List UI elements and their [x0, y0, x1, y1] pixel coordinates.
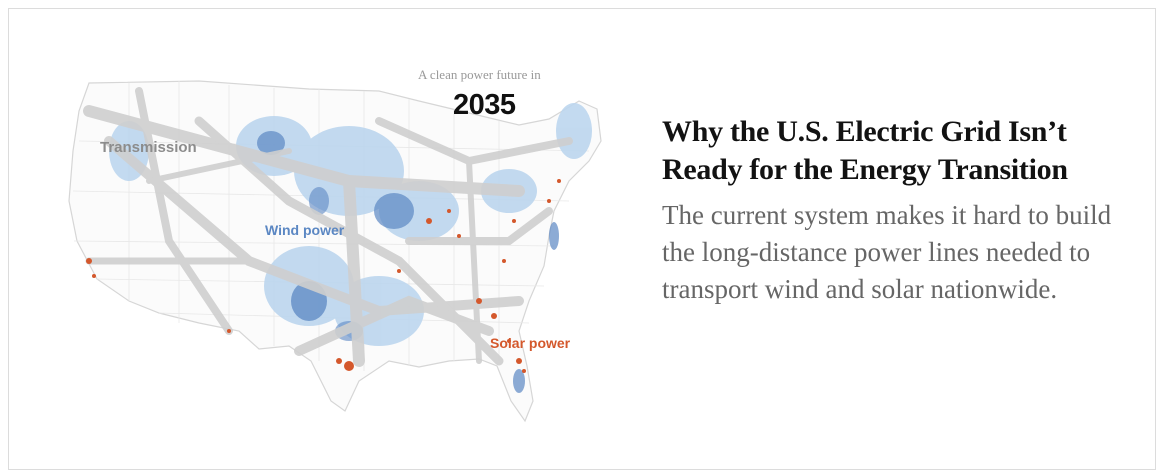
article-text: Why the U.S. Electric Grid Isn’t Ready f…: [662, 113, 1132, 308]
wind-dark-areas: [257, 131, 559, 393]
solar-areas: [86, 179, 561, 373]
map-caption-top: A clean power future in: [418, 67, 541, 82]
transmission-label: Transmission: [100, 139, 197, 156]
article-summary: The current system makes it hard to buil…: [662, 200, 1112, 304]
wind-power-label: Wind power: [265, 222, 345, 238]
solar-power-label: Solar power: [490, 335, 571, 351]
map-caption-year: 2035: [453, 89, 516, 121]
transmission-lines: [83, 87, 573, 367]
article-card[interactable]: A clean power future in 2035 Transmissio…: [8, 8, 1156, 470]
article-headline-link[interactable]: Why the U.S. Electric Grid Isn’t Ready f…: [662, 115, 1068, 186]
us-map-illustration: [68, 80, 602, 423]
us-grid-map-image[interactable]: [49, 61, 629, 441]
